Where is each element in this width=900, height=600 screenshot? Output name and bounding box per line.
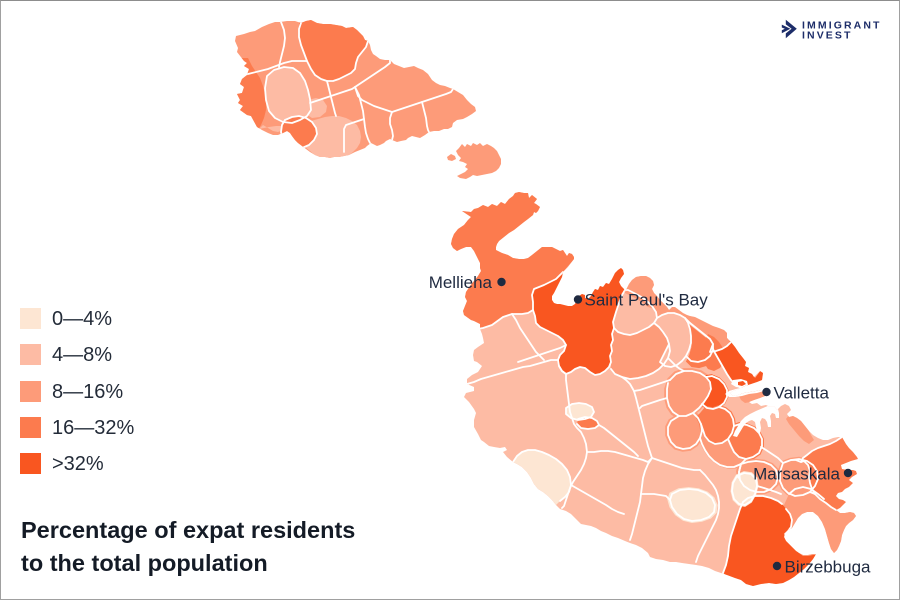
svg-text:0—4%: 0—4% — [52, 308, 112, 330]
svg-text:>32%: >32% — [52, 453, 104, 475]
svg-text:IMMIGRANT: IMMIGRANT — [802, 20, 882, 32]
svg-text:Percentage of expat residents: Percentage of expat residents — [21, 517, 355, 543]
svg-text:to the total population: to the total population — [21, 550, 268, 576]
svg-text:4—8%: 4—8% — [52, 344, 112, 366]
svg-text:Saint Paul's Bay: Saint Paul's Bay — [585, 291, 709, 310]
svg-text:16—32%: 16—32% — [52, 417, 134, 439]
svg-text:Valletta: Valletta — [774, 384, 830, 403]
svg-text:INVEST: INVEST — [802, 30, 853, 42]
svg-text:Birzebbuga: Birzebbuga — [785, 558, 872, 577]
svg-text:Mellieha: Mellieha — [429, 273, 493, 292]
svg-text:8—16%: 8—16% — [52, 381, 123, 403]
svg-text:Marsaskala: Marsaskala — [753, 465, 840, 484]
